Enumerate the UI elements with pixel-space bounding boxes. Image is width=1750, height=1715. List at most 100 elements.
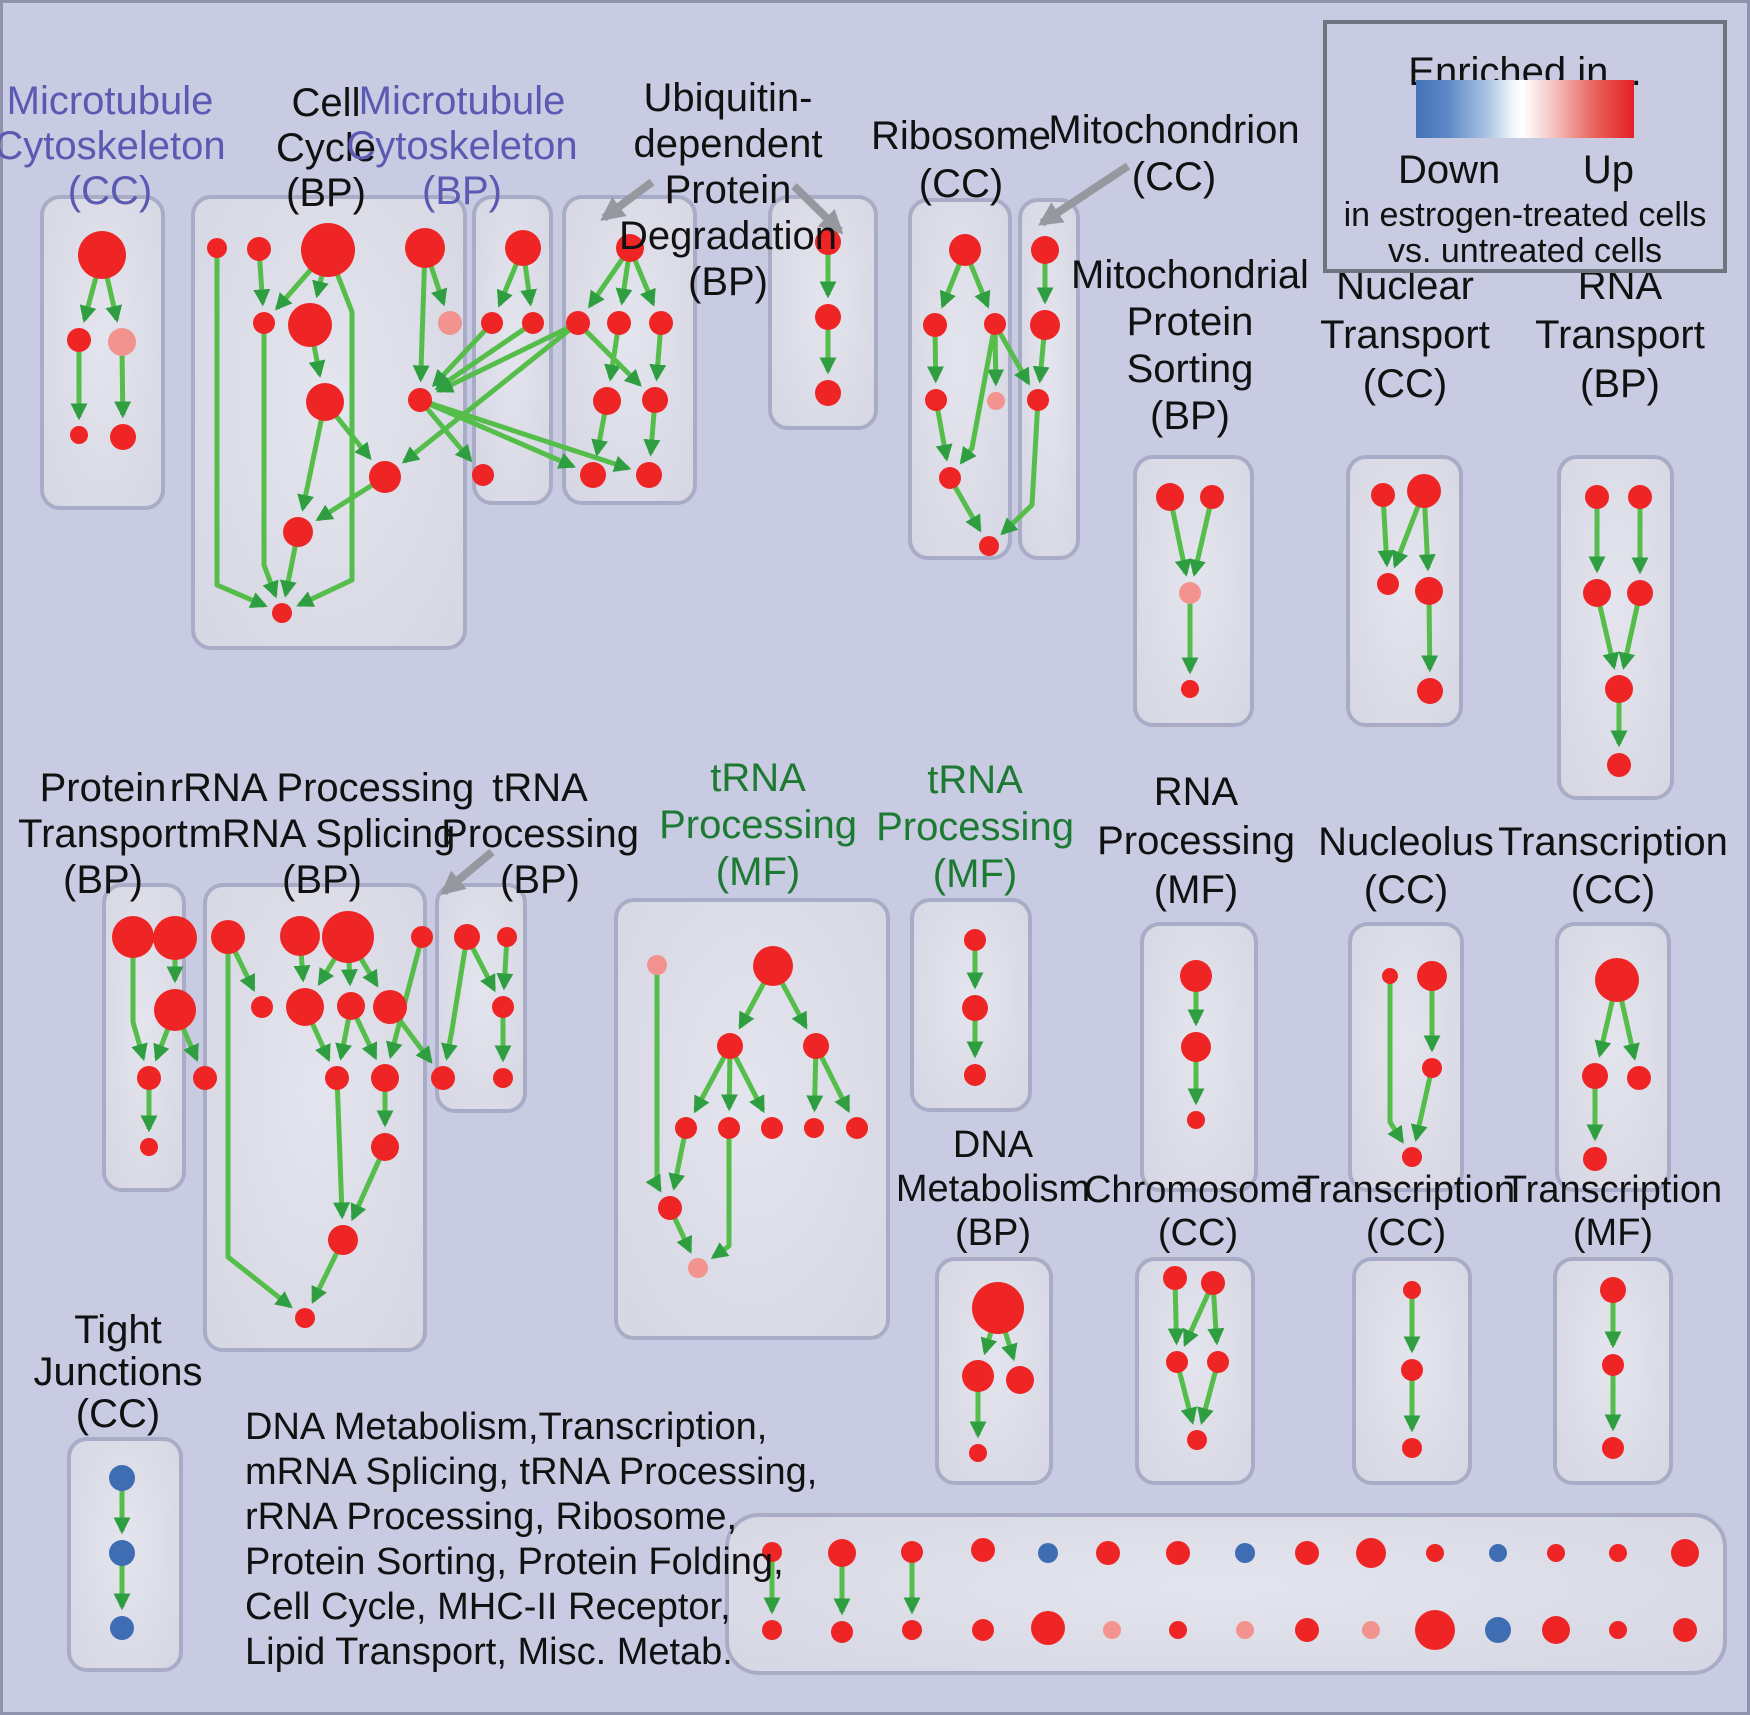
edge-m2-m3	[738, 978, 768, 1030]
edge-g2-g4	[927, 334, 945, 384]
group-label-line: (BP)	[954, 1212, 1031, 1254]
edge-r8-q4	[396, 1016, 433, 1064]
group-label-line: (MF)	[1572, 1211, 1654, 1254]
edge-g3-g6	[959, 332, 996, 465]
edge-e6-e8	[643, 410, 661, 457]
go-term-node-e2	[566, 311, 590, 335]
go-term-node-j5	[1417, 678, 1443, 704]
go-term-node-bt1	[762, 1542, 782, 1562]
go-term-node-k2	[1628, 485, 1652, 509]
legend-box: Enriched in... Down Up in estrogen-treat…	[1323, 20, 1727, 273]
go-term-node-bb3	[902, 1620, 922, 1640]
group-label-line: Processing	[441, 812, 639, 856]
group-label-line: (CC)	[67, 168, 153, 213]
edge-r7-r11	[353, 1015, 378, 1061]
go-term-node-p3	[154, 989, 196, 1031]
group-label-line: Protein	[1126, 299, 1254, 344]
go-term-node-p4	[137, 1066, 161, 1090]
edge-p3-p4	[153, 1024, 172, 1062]
go-term-node-e3	[607, 311, 631, 335]
group-label-line: Transcription	[1498, 820, 1728, 864]
go-term-node-j1	[1371, 483, 1395, 507]
legend-down-label: Down	[1398, 148, 1501, 192]
edge-q1-q3	[469, 945, 497, 993]
group-label-line: (CC)	[1365, 1211, 1447, 1254]
group-label-line: Mitochondrial	[1071, 252, 1309, 297]
go-term-node-y3	[1402, 1438, 1422, 1458]
group-label-line: Processing	[1097, 818, 1295, 863]
group-label-line: (CC)	[1363, 868, 1449, 912]
group-label-nuclear-transport-cc: Nuclear Transport (CC)	[1320, 262, 1490, 409]
go-term-node-c4	[405, 228, 445, 268]
group-label-protein-transport-bp: Protein Transport (BP)	[18, 765, 188, 903]
group-label-transcription-mf: Transcription (MF)	[1504, 1169, 1722, 1255]
group-label-line: Processing	[659, 802, 857, 847]
go-term-node-m3	[717, 1033, 743, 1059]
go-term-node-g4	[925, 389, 947, 411]
go-term-node-k1	[1585, 485, 1609, 509]
label-pointer-arrow-0	[600, 178, 655, 222]
go-term-node-bb9	[1295, 1618, 1319, 1642]
edge-p1-p4	[130, 953, 148, 1062]
group-label-line: (BP)	[421, 168, 502, 213]
group-label-line: (CC)	[1131, 154, 1217, 199]
go-term-node-m10	[658, 1196, 682, 1220]
go-term-node-i3	[1179, 582, 1201, 604]
edge-g3-g5	[987, 332, 1005, 387]
go-term-node-bt11	[1426, 1544, 1444, 1562]
edge-r6-r10	[308, 1019, 331, 1062]
edge-m4-m8	[806, 1056, 824, 1113]
go-term-node-k6	[1607, 753, 1631, 777]
go-term-node-bt12	[1489, 1544, 1507, 1562]
edge-g3-h3	[997, 330, 1031, 386]
green-edge-group	[70, 252, 1649, 1616]
edge-u3-u4	[1410, 1075, 1433, 1142]
edge-e3-e5	[604, 332, 621, 382]
go-term-node-bt15	[1671, 1539, 1699, 1567]
go-term-node-p5	[140, 1138, 158, 1156]
group-label-transcription-cc-bottom: Transcription (CC)	[1297, 1169, 1515, 1255]
go-term-node-n2	[962, 995, 988, 1021]
group-label-line: Cytoskeleton	[0, 123, 226, 168]
group-label-rrna-mrna-bp: rRNA Processing mRNA Splicing (BP)	[170, 765, 475, 903]
edge-c3-c5	[274, 264, 316, 311]
group-label-line: tRNA	[710, 755, 806, 800]
group-label-line: (BP)	[1149, 393, 1230, 438]
go-term-node-j3	[1377, 573, 1399, 595]
note-line: Protein Sorting, Protein Folding,	[245, 1541, 784, 1583]
group-label-line: (CC)	[1570, 868, 1656, 912]
go-term-node-m11	[688, 1258, 708, 1278]
go-term-node-k5	[1605, 675, 1633, 703]
go-term-node-bb8	[1236, 1621, 1254, 1639]
edge-c9-d4	[424, 405, 473, 463]
group-label-line: Protein	[664, 168, 792, 212]
edge-d1-d3	[520, 261, 538, 307]
group-label-line: RNA	[1153, 769, 1239, 814]
group-label-line: Transport	[1320, 312, 1490, 357]
group-label-line: (CC)	[1362, 361, 1448, 406]
edge-v1-v3	[1618, 996, 1640, 1061]
note-line: Lipid Transport, Misc. Metab.	[245, 1631, 733, 1673]
go-term-node-r14	[295, 1308, 315, 1328]
group-label-line: (BP)	[63, 858, 143, 902]
go-term-node-m1	[647, 955, 667, 975]
go-term-node-c6	[288, 303, 332, 347]
edge-c1-c12	[214, 256, 268, 608]
go-term-node-r5	[251, 996, 273, 1018]
go-term-node-c5	[253, 312, 275, 334]
go-term-node-bb11	[1415, 1610, 1455, 1650]
go-term-node-bt3	[901, 1541, 923, 1563]
edge-j2-j4	[1418, 504, 1436, 572]
go-term-node-n3	[964, 1064, 986, 1086]
go-term-node-e4	[649, 311, 673, 335]
group-label-line: Transcription	[1503, 1168, 1723, 1211]
edge-g6-g7	[952, 484, 982, 533]
group-label-chromosome-cc: Chromosome (CC)	[1084, 1169, 1312, 1255]
go-term-node-t3	[110, 1616, 134, 1640]
group-label-line: (CC)	[918, 162, 1004, 206]
edge-e5-e7	[591, 411, 608, 457]
go-term-node-bt2	[828, 1539, 856, 1567]
go-term-node-j4	[1415, 577, 1443, 605]
go-term-node-r3	[322, 911, 374, 963]
edge-h3-g7	[1000, 408, 1040, 536]
